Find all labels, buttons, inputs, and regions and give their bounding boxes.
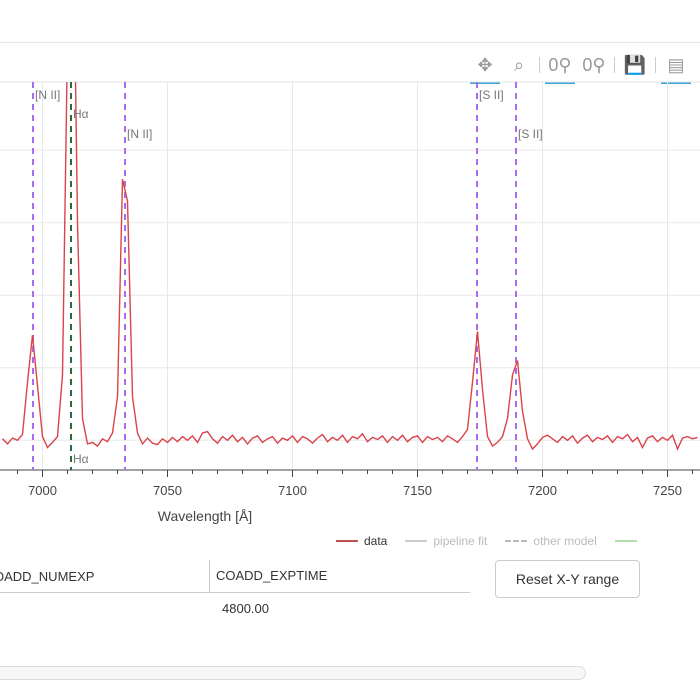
- table-row: 4800.00: [0, 593, 470, 623]
- panel-border: [0, 42, 700, 43]
- save-tool-icon[interactable]: 💾: [623, 54, 647, 75]
- metadata-table: OADD_NUMEXP COADD_EXPTIME 4800.00: [0, 560, 470, 623]
- toolbar-separator: [614, 57, 615, 73]
- spectrum-plot[interactable]: 7000 7050 7100 7150 7200 7250 Wavelength [Å] [N…: [0, 0, 700, 530]
- reset-xy-range-button[interactable]: Reset X-Y range: [495, 560, 640, 598]
- line-marker-label: Hα: [73, 107, 89, 121]
- line-marker-label: [N II]: [35, 88, 60, 102]
- cell-exptime: 4800.00: [222, 600, 269, 616]
- toolbar-separator: [539, 57, 540, 73]
- legend-label: pipeline fit: [433, 534, 488, 548]
- wheel-zoom-y-tool-icon[interactable]: 0⚲: [582, 54, 606, 75]
- x-tick-label: 7150: [403, 483, 432, 498]
- x-tick-label: 7050: [153, 483, 182, 498]
- legend-swatch: [505, 540, 528, 542]
- column-header-numexp[interactable]: OADD_NUMEXP: [0, 568, 95, 584]
- legend-swatch: [405, 540, 428, 542]
- line-marker-label: [N II]: [127, 127, 152, 141]
- line-marker-label: [S II]: [479, 88, 504, 102]
- plot-toolbar: ✥ ⌕ 0⚲ 0⚲ 💾 ▤: [468, 48, 693, 84]
- series-data: [2, 82, 698, 451]
- x-tick-label: 7000: [28, 483, 57, 498]
- toolbar-separator: [655, 57, 656, 73]
- line-marker-label: [S II]: [518, 127, 543, 141]
- legend-item[interactable]: other model: [505, 534, 597, 548]
- hover-tool-icon[interactable]: ▤: [659, 50, 693, 84]
- pan-tool-icon[interactable]: ✥: [468, 50, 502, 84]
- legend-swatch: [614, 540, 637, 542]
- legend-swatch: [336, 540, 358, 542]
- x-tick-label: 7250: [653, 483, 682, 498]
- wheel-zoom-x-tool-icon[interactable]: 0⚲: [543, 50, 577, 84]
- legend-label: data: [364, 534, 388, 548]
- horizontal-scrollbar[interactable]: [0, 666, 586, 680]
- legend-label: other model: [533, 534, 597, 548]
- legend-item[interactable]: pipeline fit: [405, 534, 487, 548]
- x-tick-label: 7200: [528, 483, 557, 498]
- legend: data pipeline fit other model: [336, 534, 643, 548]
- legend-item[interactable]: data: [336, 534, 387, 548]
- line-marker-label: Hα: [73, 452, 89, 466]
- x-axis-label: Wavelength [Å]: [158, 508, 252, 524]
- legend-item[interactable]: [614, 534, 643, 548]
- box-zoom-tool-icon[interactable]: ⌕: [513, 54, 525, 75]
- x-tick-label: 7100: [278, 483, 307, 498]
- column-header-exptime[interactable]: COADD_EXPTIME: [209, 560, 470, 592]
